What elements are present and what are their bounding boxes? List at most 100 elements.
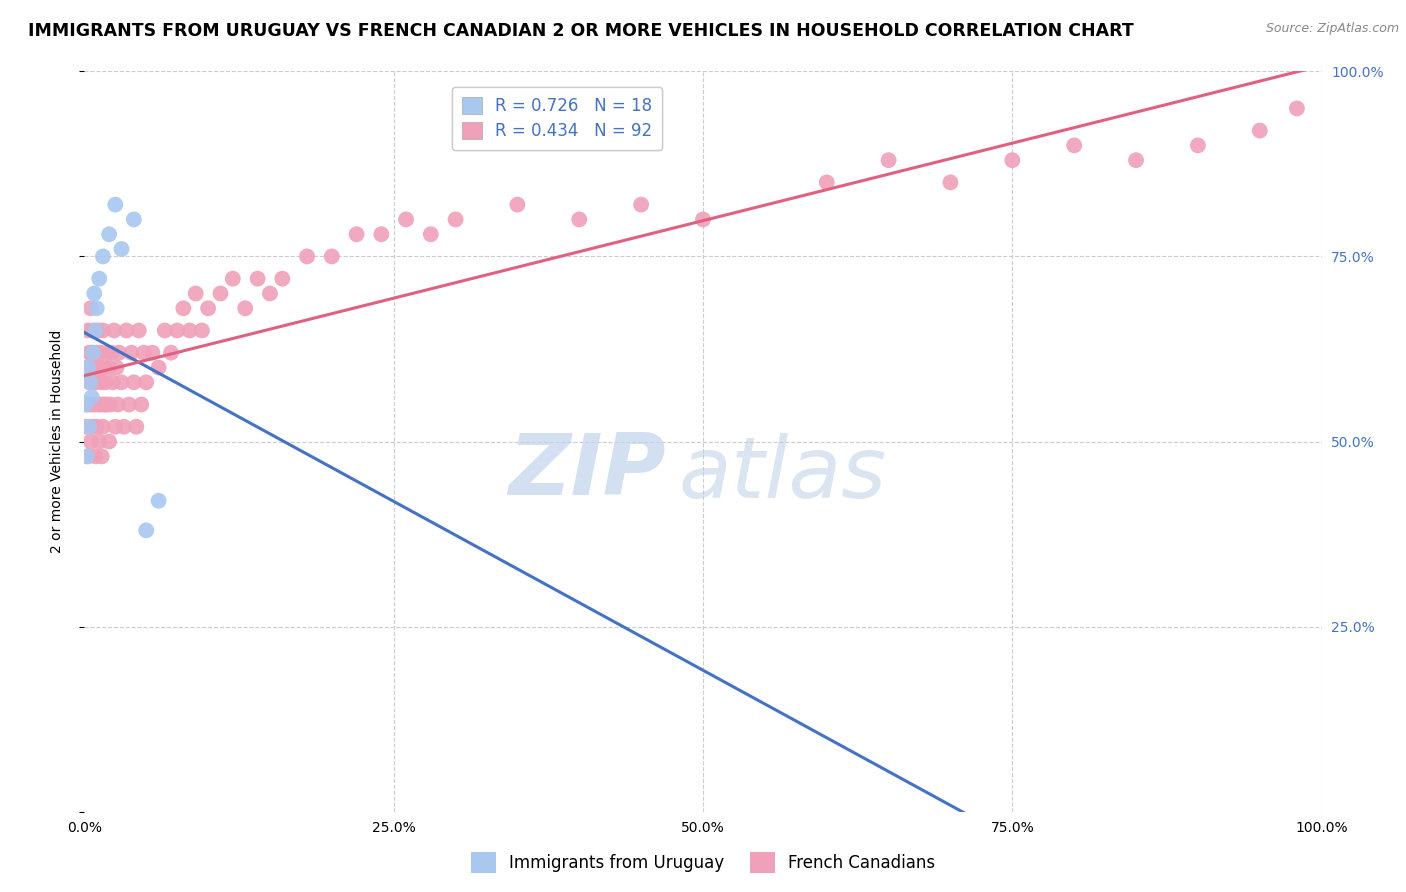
Point: [98, 360, 121, 375]
Point: [122, 376, 145, 390]
Point: [76, 450, 98, 464]
Point: [90, 376, 112, 390]
Point: [91, 419, 114, 434]
Point: [179, 324, 201, 338]
Point: [86, 345, 108, 359]
Point: [77, 360, 100, 375]
Point: [82, 419, 104, 434]
Point: [93, 360, 115, 375]
Point: [1063, 138, 1085, 153]
Point: [135, 524, 157, 538]
Point: [444, 212, 467, 227]
Point: [77, 450, 100, 464]
Point: [939, 175, 962, 190]
Point: [568, 212, 591, 227]
Point: [395, 212, 418, 227]
Point: [506, 197, 529, 211]
Point: [76, 398, 98, 412]
Point: [125, 419, 148, 434]
Point: [91, 250, 114, 264]
Point: [75, 419, 97, 434]
Legend: R = 0.726   N = 18, R = 0.434   N = 92: R = 0.726 N = 18, R = 0.434 N = 92: [451, 87, 662, 150]
Point: [160, 345, 183, 359]
Point: [295, 250, 318, 264]
Point: [153, 324, 176, 338]
Point: [122, 212, 145, 227]
Point: [172, 301, 194, 316]
Point: [132, 345, 155, 359]
Text: ZIP: ZIP: [508, 430, 666, 513]
Point: [104, 197, 127, 211]
Point: [100, 345, 122, 359]
Point: [101, 376, 124, 390]
Text: IMMIGRANTS FROM URUGUAY VS FRENCH CANADIAN 2 OR MORE VEHICLES IN HOUSEHOLD CORRE: IMMIGRANTS FROM URUGUAY VS FRENCH CANADI…: [28, 22, 1133, 40]
Point: [141, 345, 163, 359]
Point: [82, 345, 104, 359]
Point: [89, 434, 111, 449]
Point: [692, 212, 714, 227]
Point: [79, 376, 101, 390]
Text: Source: ZipAtlas.com: Source: ZipAtlas.com: [1265, 22, 1399, 36]
Point: [110, 376, 132, 390]
Point: [321, 250, 343, 264]
Point: [1125, 153, 1147, 168]
Point: [108, 345, 131, 359]
Point: [91, 324, 114, 338]
Point: [89, 360, 111, 375]
Point: [877, 153, 900, 168]
Y-axis label: 2 or more Vehicles in Household: 2 or more Vehicles in Household: [49, 330, 63, 553]
Point: [98, 398, 121, 412]
Point: [89, 345, 111, 359]
Point: [98, 434, 121, 449]
Legend: Immigrants from Uruguay, French Canadians: Immigrants from Uruguay, French Canadian…: [464, 846, 942, 880]
Point: [79, 345, 101, 359]
Point: [110, 242, 132, 256]
Point: [112, 419, 135, 434]
Point: [815, 175, 838, 190]
Point: [79, 398, 101, 412]
Point: [233, 301, 256, 316]
Point: [120, 345, 142, 359]
Point: [148, 493, 170, 508]
Point: [1249, 123, 1271, 137]
Point: [148, 360, 170, 375]
Point: [370, 227, 392, 242]
Point: [419, 227, 441, 242]
Point: [80, 345, 103, 359]
Point: [84, 450, 107, 464]
Point: [105, 360, 128, 375]
Text: atlas: atlas: [678, 434, 886, 516]
Point: [89, 271, 111, 285]
Point: [93, 398, 115, 412]
Point: [79, 419, 101, 434]
Point: [630, 197, 652, 211]
Point: [90, 450, 112, 464]
Point: [84, 324, 107, 338]
Point: [83, 398, 105, 412]
Point: [86, 419, 108, 434]
Point: [259, 286, 281, 301]
Point: [77, 324, 100, 338]
Point: [346, 227, 368, 242]
Point: [209, 286, 232, 301]
Point: [80, 390, 103, 404]
Point: [97, 345, 120, 359]
Point: [79, 301, 101, 316]
Point: [128, 324, 150, 338]
Point: [135, 376, 157, 390]
Point: [76, 360, 98, 375]
Point: [80, 376, 103, 390]
Point: [222, 271, 245, 285]
Point: [103, 324, 125, 338]
Point: [86, 301, 108, 316]
Point: [118, 398, 141, 412]
Point: [191, 324, 214, 338]
Point: [89, 398, 111, 412]
Point: [98, 227, 121, 242]
Point: [271, 271, 294, 285]
Point: [87, 398, 110, 412]
Point: [94, 376, 117, 390]
Point: [197, 301, 219, 316]
Point: [107, 398, 129, 412]
Point: [104, 419, 127, 434]
